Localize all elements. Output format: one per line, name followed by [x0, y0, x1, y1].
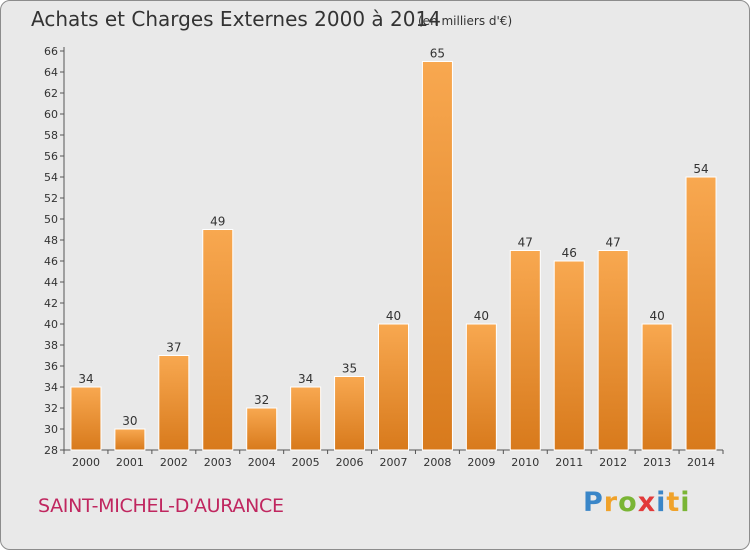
x-tick-label: 2006	[336, 456, 364, 469]
y-tick-label: 62	[44, 87, 58, 100]
value-label: 47	[518, 236, 533, 250]
bar-2011[interactable]	[553, 260, 585, 451]
bar-2005[interactable]	[290, 386, 322, 451]
value-label: 40	[474, 309, 489, 323]
y-tick-label: 56	[44, 150, 58, 163]
value-label: 30	[122, 414, 137, 428]
bar-2007[interactable]	[378, 323, 409, 451]
proxiti-logo[interactable]: Proxiti	[583, 487, 691, 518]
x-tick-label: 2008	[423, 456, 451, 469]
bar-2006[interactable]	[334, 376, 366, 451]
y-tick-label: 40	[44, 318, 58, 331]
x-axis: 2000 2001 2002 2003 2004 2005 2006 2007 2008 2009…	[63, 449, 724, 469]
x-tick-label: 2004	[248, 456, 276, 469]
value-labels: 34 30 37 49 32 34 35 40 65 40 47 46 47 40 54	[78, 47, 708, 429]
bar-2014[interactable]	[685, 176, 717, 451]
y-tick-label: 32	[44, 402, 58, 415]
value-label: 65	[430, 47, 445, 61]
value-label: 40	[649, 309, 664, 323]
y-tick-label: 54	[44, 171, 58, 184]
y-axis: 28 30 32 34 36 38 40 42 44 46 48 50 52 54 56 58 60 62 64 66	[44, 45, 65, 457]
bar-2000[interactable]	[70, 386, 102, 451]
value-label: 35	[342, 362, 357, 376]
x-tick-label: 2005	[292, 456, 320, 469]
y-tick-label: 38	[44, 339, 58, 352]
value-label: 37	[166, 341, 181, 355]
y-tick-label: 44	[44, 276, 58, 289]
bar-2009[interactable]	[465, 323, 497, 451]
value-label: 34	[298, 372, 313, 386]
x-tick-label: 2003	[204, 456, 232, 469]
y-tick-label: 36	[44, 360, 58, 373]
bar-2008[interactable]	[421, 61, 453, 451]
y-tick-label: 48	[44, 234, 58, 247]
x-tick-label: 2002	[160, 456, 188, 469]
y-tick-label: 58	[44, 129, 58, 142]
y-tick-label: 60	[44, 108, 58, 121]
value-label: 32	[254, 393, 269, 407]
value-label: 54	[693, 162, 708, 176]
bars	[70, 61, 717, 451]
bar-2004[interactable]	[246, 407, 278, 451]
y-tick-label: 66	[44, 45, 58, 58]
value-label: 49	[210, 215, 225, 229]
chart-title: Achats et Charges Externes 2000 à 2014	[31, 7, 441, 31]
y-tick-label: 64	[44, 66, 58, 79]
x-tick-label: 2007	[380, 456, 408, 469]
value-label: 47	[606, 236, 621, 250]
y-tick-label: 46	[44, 255, 58, 268]
x-tick-label: 2010	[511, 456, 539, 469]
x-tick-label: 2011	[555, 456, 583, 469]
x-tick-label: 2012	[599, 456, 627, 469]
y-tick-label: 50	[44, 213, 58, 226]
value-label: 40	[386, 309, 401, 323]
y-tick-label: 28	[44, 444, 58, 457]
bar-2002[interactable]	[158, 355, 190, 451]
x-tick-label: 2001	[116, 456, 144, 469]
x-tick-label: 2013	[643, 456, 671, 469]
value-label: 46	[562, 246, 577, 260]
bar-2013[interactable]	[641, 323, 673, 451]
x-tick-label: 2000	[72, 456, 100, 469]
bar-2001[interactable]	[114, 428, 146, 451]
y-tick-label: 30	[44, 423, 58, 436]
bar-2003[interactable]	[202, 229, 234, 451]
bar-2012[interactable]	[597, 250, 629, 451]
x-tick-label: 2014	[687, 456, 715, 469]
y-tick-label: 42	[44, 297, 58, 310]
chart-subtitle: (en milliers d'€)	[418, 14, 513, 28]
bar-2010[interactable]	[509, 250, 541, 451]
y-tick-label: 52	[44, 192, 58, 205]
commune-name: SAINT-MICHEL-D'AURANCE	[38, 495, 284, 517]
y-tick-label: 34	[44, 381, 58, 394]
value-label: 34	[78, 372, 93, 386]
x-tick-label: 2009	[467, 456, 495, 469]
